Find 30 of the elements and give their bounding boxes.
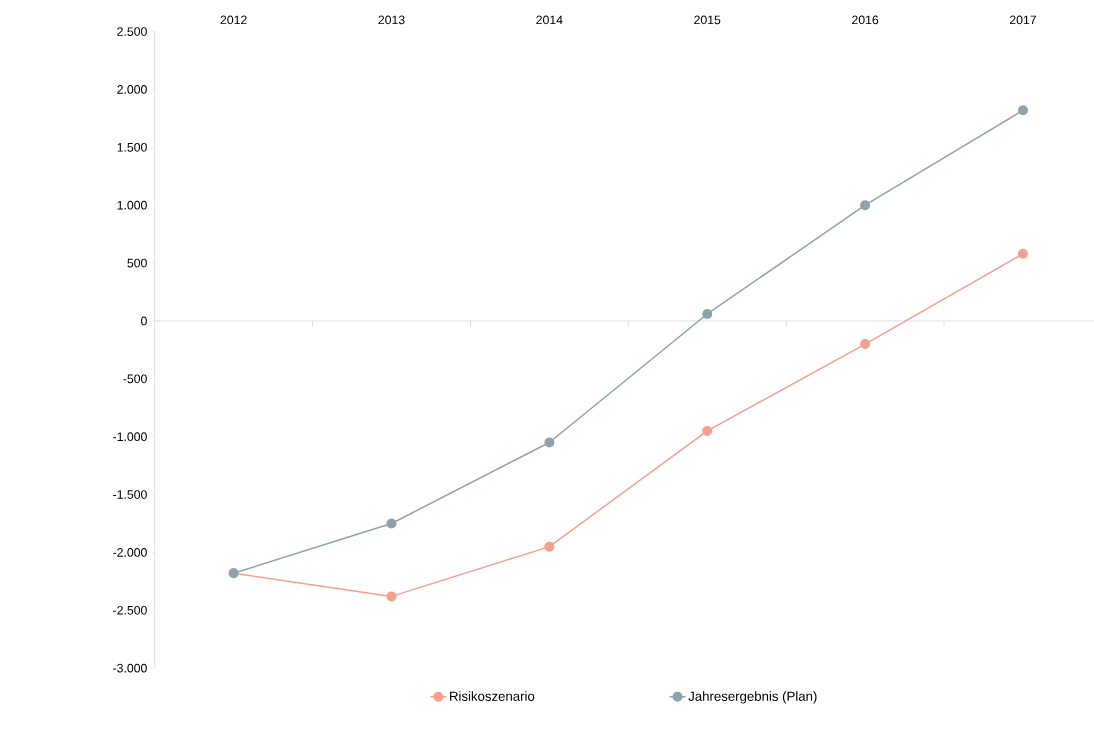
x-tick-label: 2013 (378, 15, 405, 25)
x-tick-label: 2015 (694, 15, 721, 25)
point (386, 591, 397, 602)
y-tick-label: -500 (123, 374, 147, 384)
point (860, 339, 871, 350)
point (702, 309, 713, 320)
x-tick-label: 2012 (220, 15, 247, 25)
point (1017, 248, 1028, 259)
y-tick-label: -3.000 (113, 663, 147, 673)
y-tick-label: 1.000 (117, 200, 147, 210)
y-tick-label: 2.000 (117, 85, 147, 94)
point (544, 541, 555, 552)
y-tick-label: 0 (141, 316, 147, 326)
legend-label: Risikoszenario (450, 691, 535, 702)
point (860, 200, 871, 211)
y-tick-label: 2.500 (117, 27, 147, 37)
point (386, 518, 397, 529)
x-tick-label: 2017 (1009, 15, 1036, 25)
y-tick-label: 1.500 (117, 143, 147, 152)
legend-label: Jahresergebnis (Plan) (688, 691, 817, 704)
y-tick-label: -2.000 (113, 548, 147, 557)
x-tick-label: 2014 (536, 15, 563, 25)
x-tick-label: 2016 (852, 15, 879, 25)
y-tick-label: -1.500 (113, 490, 147, 499)
point (702, 425, 713, 436)
y-tick-label: -1.000 (113, 432, 147, 442)
y-tick-label: -2.500 (113, 606, 147, 615)
y-tick-label: 500 (127, 258, 147, 268)
point (1017, 105, 1028, 116)
point (544, 437, 555, 448)
